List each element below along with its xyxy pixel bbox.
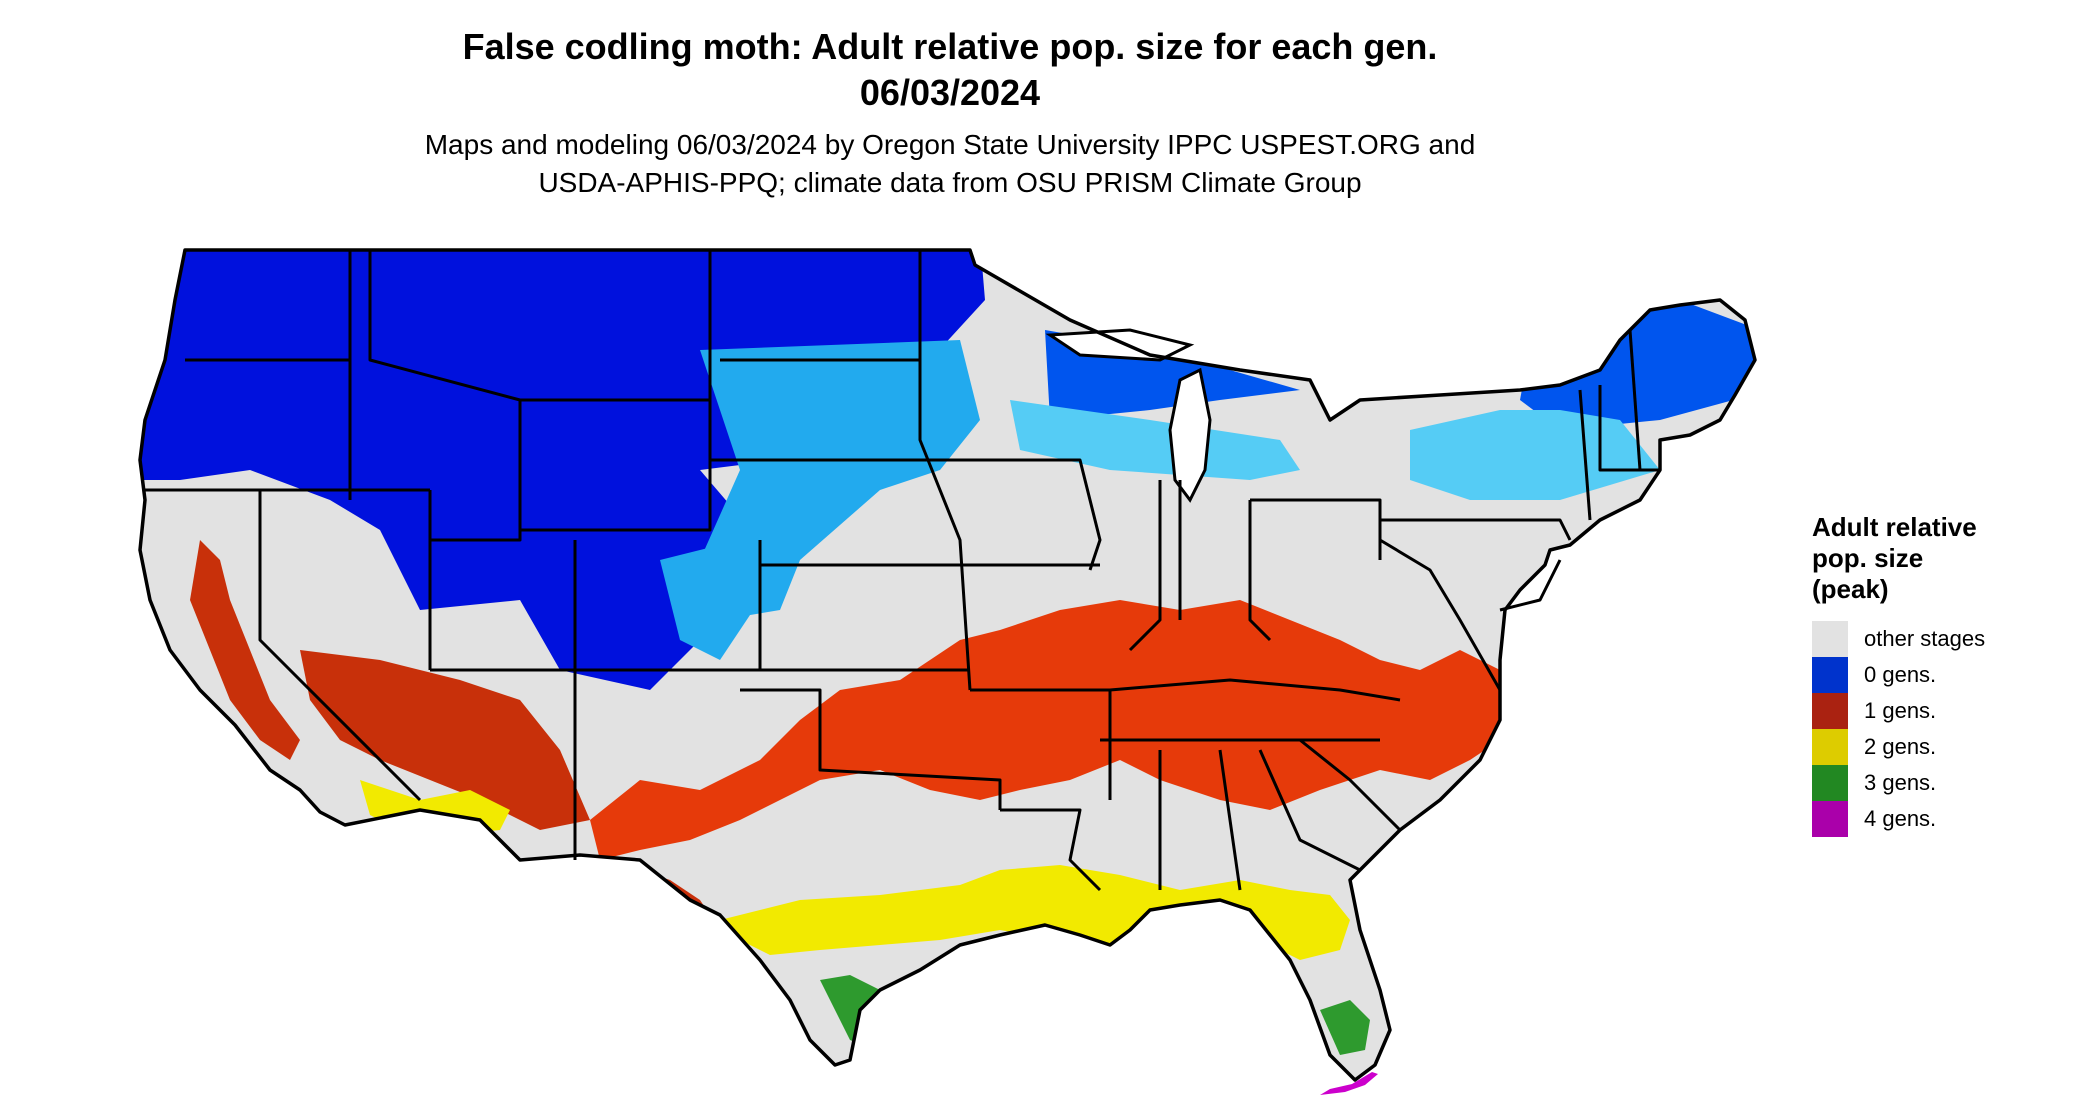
legend-label: 1 gens. — [1864, 698, 1937, 723]
border-line — [1628, 329, 1642, 471]
legend-item: 2 gens. — [1812, 729, 2092, 765]
light-blue-zone-new-york — [1410, 410, 1660, 500]
border-line — [520, 400, 712, 532]
border-line — [1379, 538, 1502, 691]
light-blue-zone-northern-plains — [700, 340, 980, 620]
one-gen-zone-california — [190, 540, 300, 760]
legend-swatch — [1812, 657, 1848, 693]
border-line — [1380, 518, 1572, 541]
legend-swatch — [1812, 801, 1848, 837]
state-borders — [145, 250, 1660, 892]
border-line — [1258, 749, 1361, 872]
legend-title-line-3: (peak) — [1812, 574, 1889, 604]
border-line — [930, 458, 1102, 571]
legend-label: 4 gens. — [1864, 806, 1937, 831]
legend-item: 3 gens. — [1812, 765, 2092, 801]
border-line — [1128, 480, 1162, 652]
legend-label: 0 gens. — [1864, 662, 1937, 687]
legend: Adult relative pop. size (peak) other st… — [1812, 512, 2092, 837]
generation-zones — [140, 250, 1755, 1080]
two-gens-zone-gulf-coast — [720, 865, 1350, 960]
border-line — [740, 688, 1002, 810]
lake-michigan — [1168, 367, 1212, 503]
border-line — [1299, 738, 1402, 832]
legend-item: 0 gens. — [1812, 657, 2092, 693]
map-credit-line-1: Maps and modeling 06/03/2024 by Oregon S… — [424, 129, 1476, 160]
one-gen-zone-southwest — [300, 650, 590, 830]
map-date: 06/03/2024 — [859, 72, 1041, 113]
legend-label: 3 gens. — [1864, 770, 1937, 795]
legend-title-line-1: Adult relative — [1812, 512, 1977, 542]
legend-item: other stages — [1812, 621, 2092, 657]
legend-swatch — [1812, 729, 1848, 765]
border-line — [1499, 559, 1562, 612]
legend-item: 4 gens. — [1812, 801, 2092, 837]
border-line — [1000, 808, 1102, 892]
one-gen-zone-southern-band — [590, 600, 1520, 860]
us-outline — [138, 248, 1757, 1082]
lake-superior — [1045, 328, 1195, 362]
border-line — [1578, 389, 1592, 521]
three-gens-zone-south-florida — [1320, 1000, 1370, 1055]
map-credit-line-2: USDA-APHIS-PPQ; climate data from OSU PR… — [538, 167, 1362, 198]
border-line — [1248, 500, 1272, 642]
legend-swatch — [1812, 765, 1848, 801]
legend-swatch — [1812, 693, 1848, 729]
legend-item: 1 gens. — [1812, 693, 2092, 729]
legend-title-line-2: pop. size — [1812, 543, 1924, 573]
legend-title: Adult relative pop. size (peak) — [1812, 512, 2092, 605]
border-line — [1109, 678, 1401, 702]
legend-swatch — [1812, 621, 1848, 657]
light-blue-zone-colorado — [660, 545, 760, 660]
legend-label: 2 gens. — [1864, 734, 1937, 759]
legend-label: other stages — [1864, 626, 1986, 651]
border-line — [1218, 749, 1242, 891]
map-title: False codling moth: Adult relative pop. … — [462, 26, 1438, 67]
border-line — [918, 250, 972, 691]
border-line — [258, 490, 422, 802]
four-gens-zone-florida-keys — [1320, 1072, 1378, 1095]
legend-items: other stages 0 gens. 1 gens. 2 gens. 3 gens.… — [1812, 621, 2092, 837]
light-blue-zone-great-lakes — [1010, 400, 1300, 480]
